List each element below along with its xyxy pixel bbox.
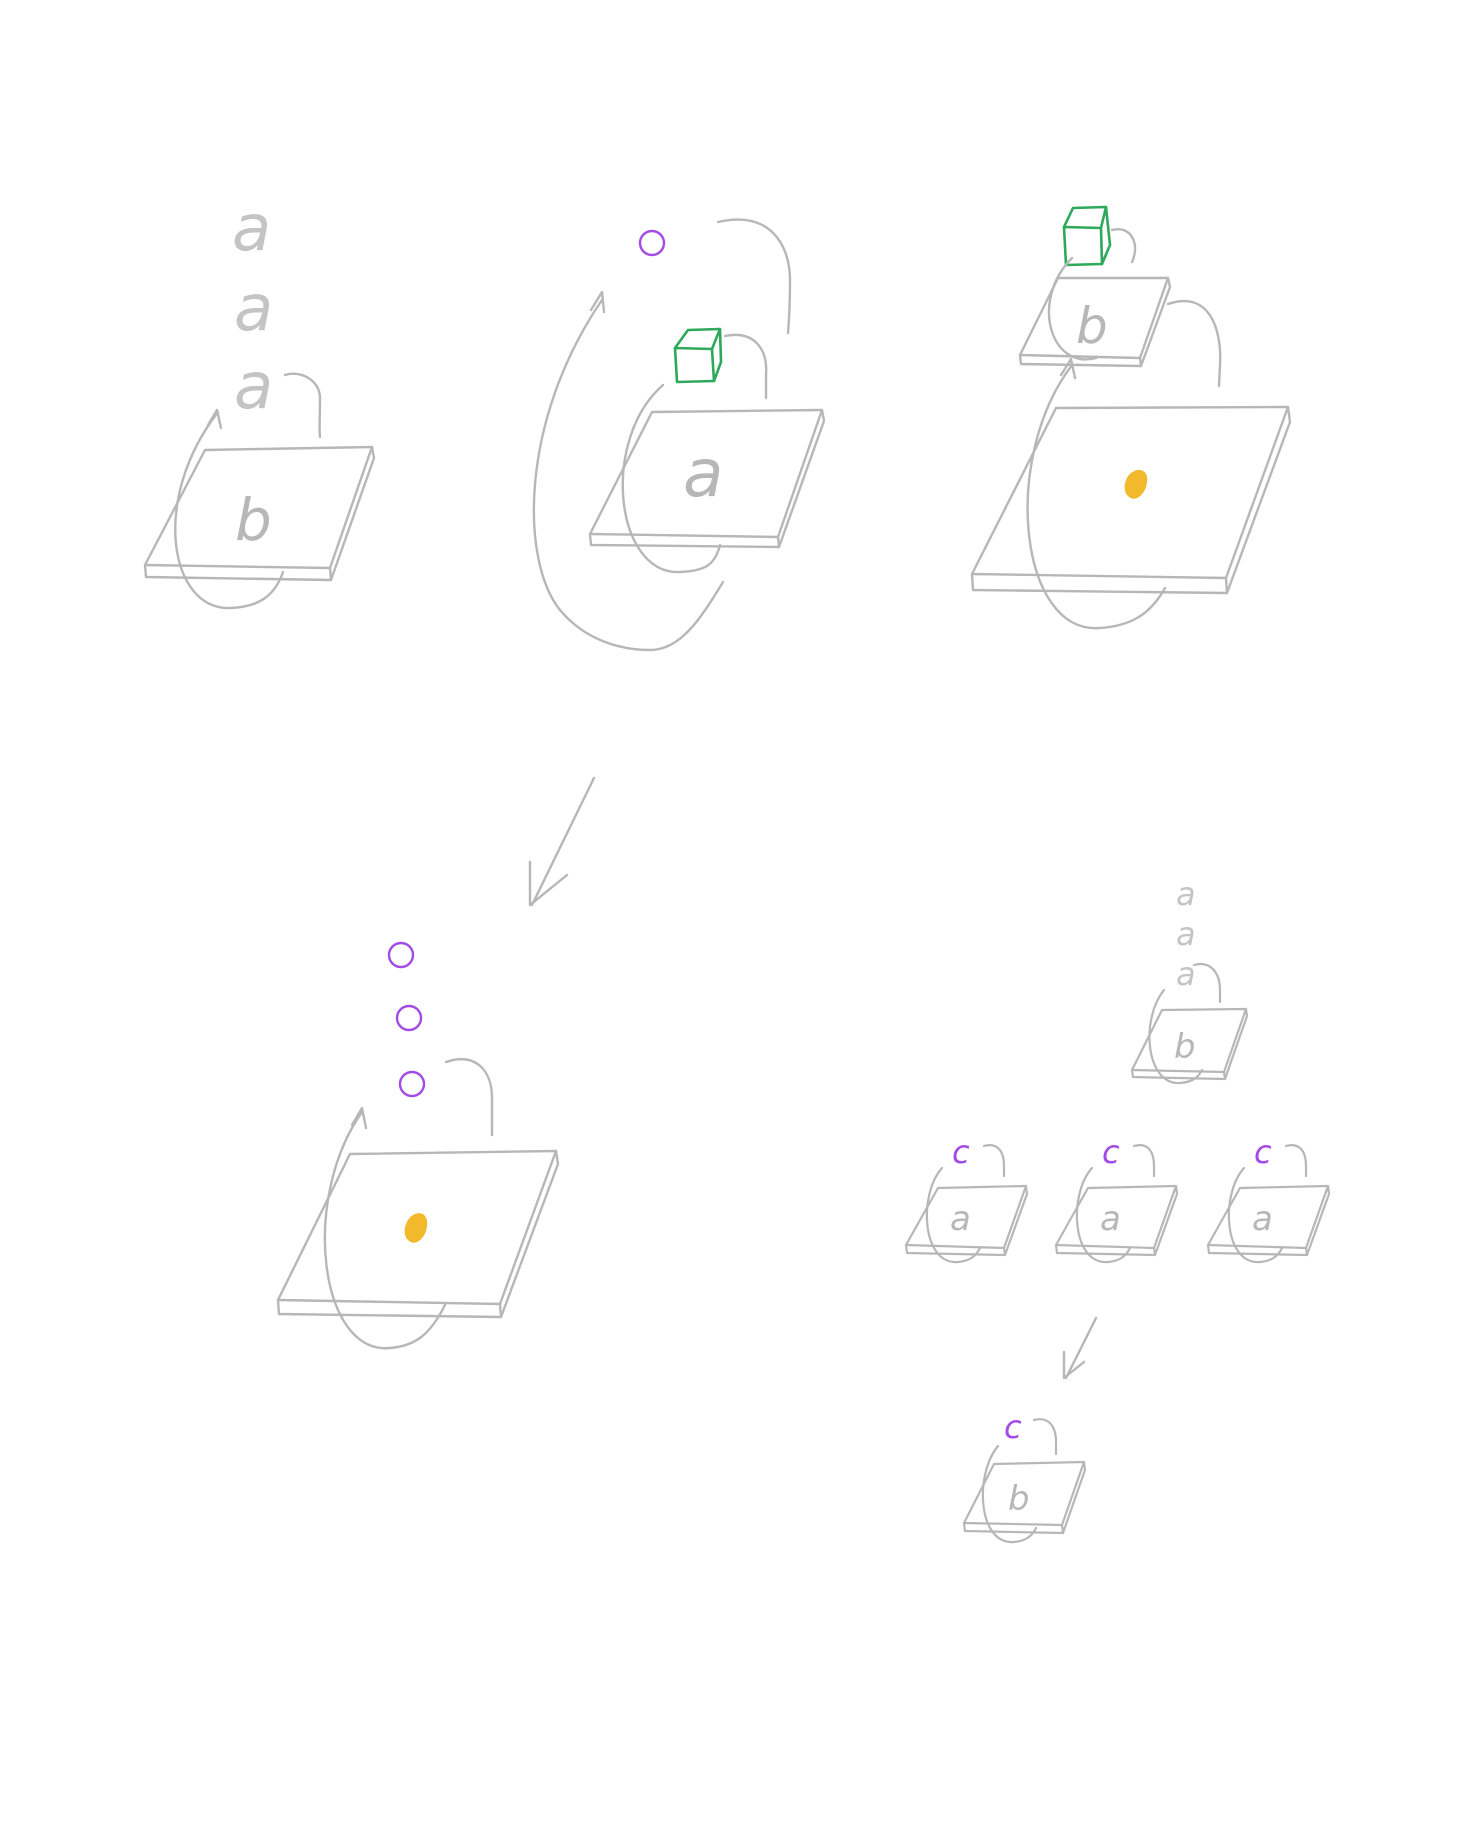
- yellow-dot-icon: [1124, 470, 1148, 499]
- panel-top-left: a a a b: [143, 192, 376, 610]
- yellow-dot-icon: [404, 1213, 428, 1243]
- arrow-down-left-icon: [528, 776, 596, 907]
- letter-a: a: [1252, 1199, 1273, 1239]
- letter-a: a: [234, 350, 273, 424]
- loop-arrow-icon: [1075, 1144, 1156, 1264]
- panel-bottom-left: [276, 941, 560, 1350]
- letter-c: c: [1254, 1133, 1272, 1171]
- plate-icon: [588, 408, 826, 549]
- loop-arrow-icon: [1026, 228, 1222, 630]
- arrow-down-left-icon: [1062, 1316, 1098, 1380]
- loop-arrow-icon: [925, 1144, 1006, 1264]
- letter-b: b: [1008, 1479, 1030, 1519]
- letter-b: b: [1076, 297, 1108, 355]
- cube-icon: [1062, 205, 1112, 267]
- letter-c: c: [1102, 1133, 1120, 1171]
- letter-a: a: [1176, 875, 1196, 913]
- letter-b: b: [235, 486, 272, 554]
- plate-icon: [276, 1149, 560, 1319]
- letter-a: a: [1176, 955, 1196, 993]
- plate-icon: [1130, 1007, 1249, 1081]
- plate-icon: [1018, 276, 1172, 368]
- letter-c: c: [952, 1133, 970, 1171]
- letter-a: a: [683, 435, 723, 512]
- letter-a: a: [234, 272, 273, 346]
- panel-bottom-right: a a a b c a: [904, 875, 1331, 1544]
- plate-icon: [970, 405, 1292, 595]
- purple-circle-icon: [398, 1070, 426, 1098]
- purple-circle-icon: [387, 941, 415, 969]
- letter-a: a: [950, 1199, 971, 1239]
- cube-icon: [673, 327, 723, 384]
- panel-top-middle: a: [532, 218, 826, 652]
- purple-circle-icon: [638, 229, 666, 257]
- letter-b: b: [1174, 1027, 1196, 1067]
- letter-a: a: [232, 192, 271, 266]
- loop-arrow-icon: [1148, 962, 1222, 1085]
- loop-arrow-icon: [981, 1418, 1058, 1544]
- letter-a: a: [1100, 1199, 1121, 1239]
- loop-arrow-icon: [323, 1058, 494, 1350]
- letter-a: a: [1176, 915, 1196, 953]
- plate-icon: [143, 445, 376, 582]
- loop-arrow-icon: [174, 372, 322, 610]
- purple-circle-icon: [395, 1004, 423, 1032]
- loop-arrow-icon: [532, 218, 792, 652]
- panel-top-right: b: [970, 205, 1292, 630]
- loop-arrow-icon: [1227, 1144, 1308, 1264]
- letter-c: c: [1004, 1408, 1022, 1446]
